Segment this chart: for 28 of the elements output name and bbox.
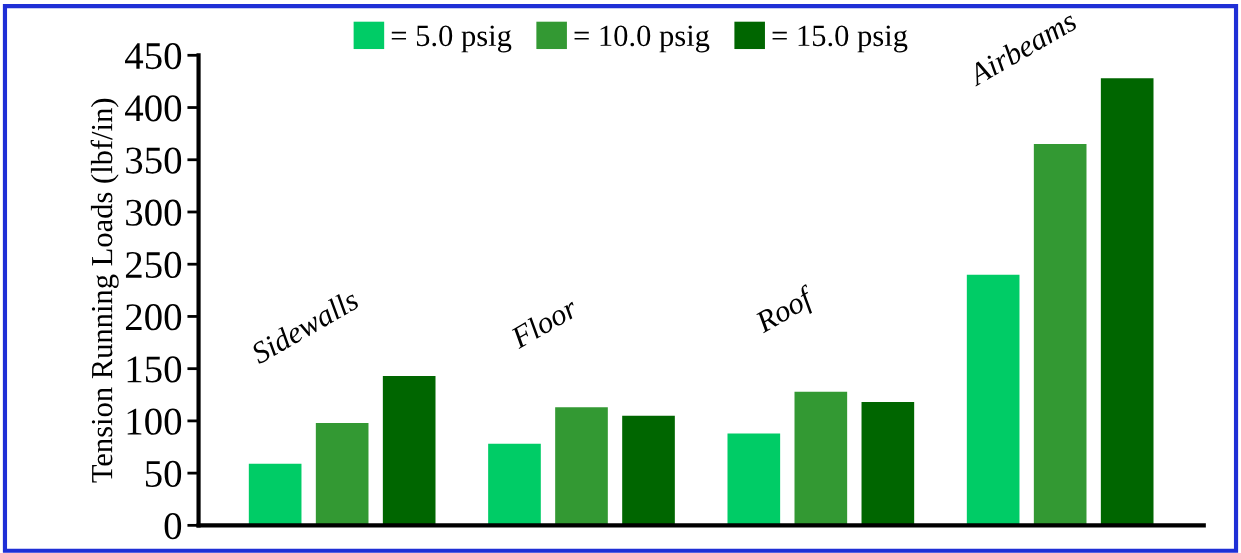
y-tick-label: 300 [126, 199, 182, 226]
bar [488, 443, 541, 526]
y-tick-label: 450 [125, 42, 182, 70]
bar [315, 422, 369, 526]
y-tick-label: 250 [125, 251, 182, 279]
bar [861, 402, 915, 526]
y-tick-label: 100 [127, 408, 182, 435]
x-tick-label: Roof [752, 283, 820, 339]
bar [1100, 78, 1154, 526]
bar [966, 274, 1020, 526]
y-tick-label: 350 [126, 147, 182, 174]
bar [555, 407, 608, 526]
x-tick-label: Floor [508, 295, 580, 350]
bar [1033, 144, 1087, 526]
legend-label: = 5.0 psig [391, 25, 512, 53]
bar [382, 375, 436, 526]
legend-label: = 10.0 psig [574, 25, 710, 53]
bar [727, 433, 781, 526]
y-tick-label: 50 [145, 460, 182, 487]
legend-label: = 15.0 psig [772, 25, 908, 53]
y-tick-label: 150 [127, 356, 182, 383]
bar [622, 415, 675, 526]
y-tick-label: 0 [164, 512, 182, 540]
bar [248, 463, 302, 526]
y-tick-label: 400 [125, 95, 182, 122]
y-tick-label: 200 [125, 304, 182, 331]
y-axis-title: Tension Running Loads (lbf/in) [90, 98, 119, 483]
bar [794, 391, 848, 526]
